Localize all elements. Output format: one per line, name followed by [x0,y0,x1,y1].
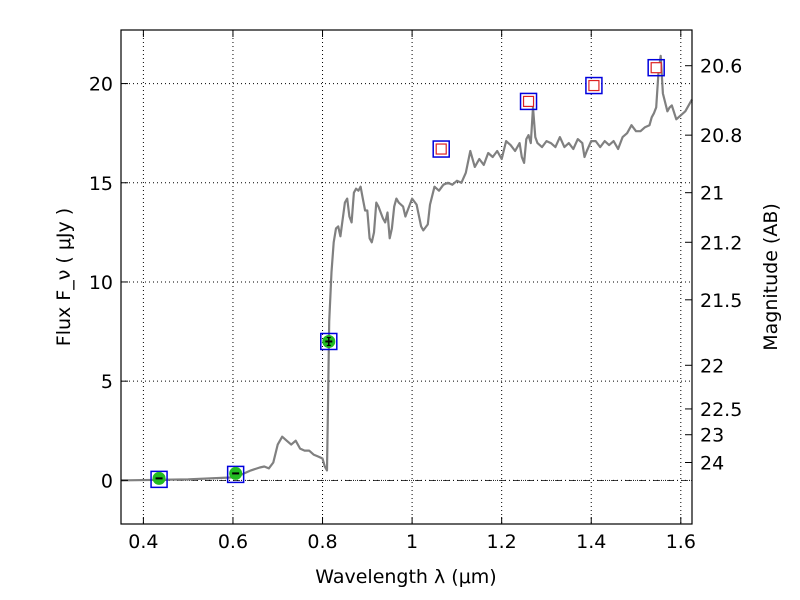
observed-flux-marker [647,58,665,77]
magnitude-tick-label: 24 [700,452,724,474]
model-flux-marker [588,79,600,92]
magnitude-tick-label: 20.8 [700,125,742,147]
x-tick-label: 0.4 [128,531,158,553]
axis-ticks: 0.4 0.6 0.8 1 1.2 1.4 1.6 0 5 10 15 20 20.6 20.8 21 21.… [89,30,742,553]
magnitude-tick-label: 20.6 [700,56,742,78]
magnitude-tick-label: 21.2 [700,232,742,254]
x-tick-label: 1.4 [576,531,606,553]
observed-flux-marker [320,332,338,351]
observed-flux-marker [519,92,538,111]
plot-frame [120,29,693,525]
y2-axis-title: Magnitude (AB) [760,203,782,351]
model-flux-marker [522,95,535,108]
x-tick-label: 1.2 [487,531,517,553]
x-tick-label: 0.8 [307,531,337,553]
magnitude-tick-label: 22 [700,355,724,377]
magnitude-tick-label: 22.5 [700,399,742,421]
y-tick-label: 0 [101,470,113,492]
x-tick-label: 1 [406,531,418,553]
magnitude-tick-label: 21 [700,183,724,205]
model-flux-marker [650,62,662,74]
observed-flux-marker [226,465,245,484]
spectrum-group [120,54,693,482]
x-tick-label: 0.6 [218,531,248,553]
observed-flux-marker [585,76,603,95]
magnitude-tick-label: 23 [700,425,724,447]
y-tick-label: 5 [101,371,113,393]
magnitude-tick-label: 21.5 [700,290,742,312]
y-tick-label: 20 [89,74,113,96]
y-axis-title: Flux F_ν ( μJy ) [53,208,75,346]
y-tick-label: 15 [89,173,113,195]
y-tick-label: 10 [89,272,113,294]
observed-flux-marker [432,140,450,158]
observed-flux-marker [150,470,168,489]
x-tick-label: 1.6 [666,531,696,553]
x-axis-title: Wavelength λ (μm) [315,566,496,588]
model-flux-marker [435,143,447,155]
spectrum-line [120,54,693,482]
photometry-markers [150,58,665,489]
